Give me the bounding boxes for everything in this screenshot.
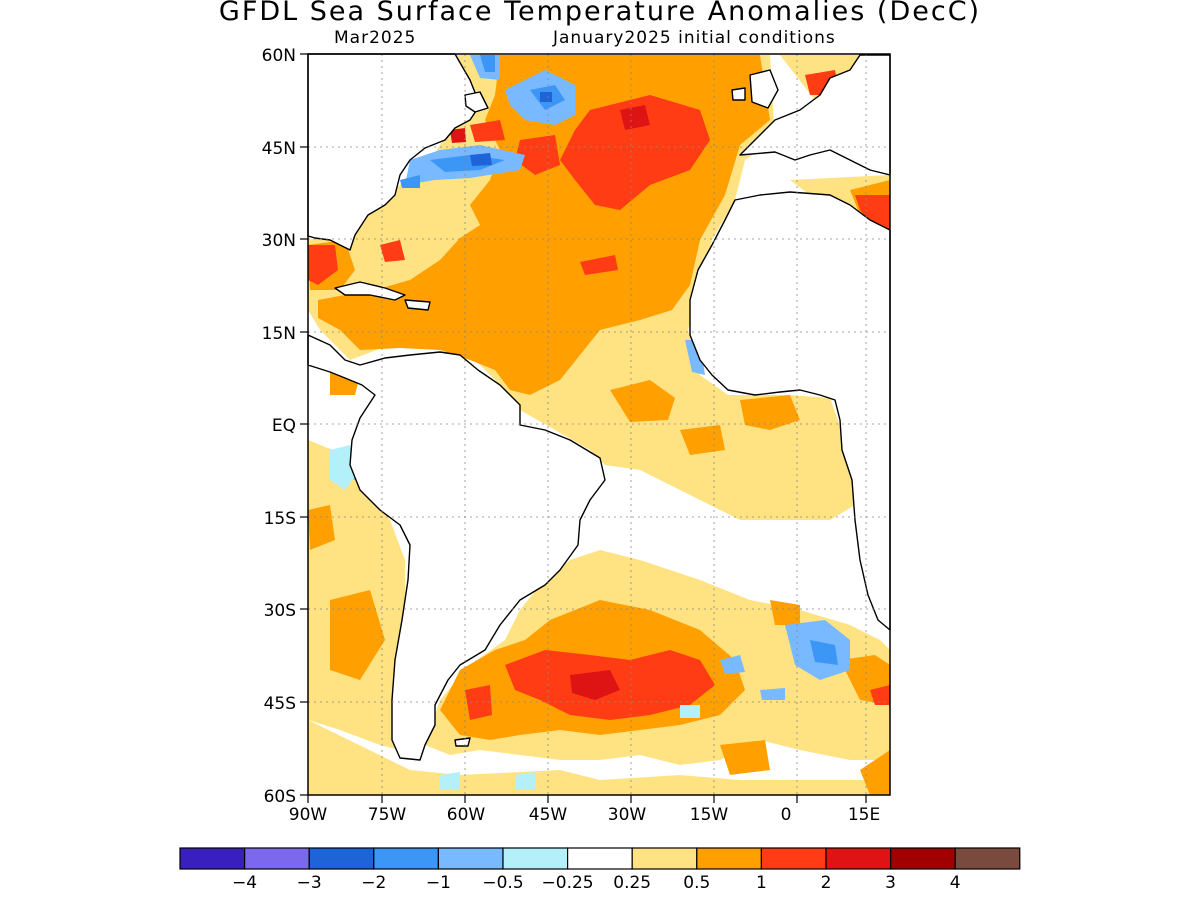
colorbar-tick-label: −0.5 xyxy=(482,873,523,893)
colorbar-swatch-8 xyxy=(696,847,762,870)
lat-label-45s: 45S xyxy=(264,694,296,714)
colorbar-tick-label: 0.25 xyxy=(613,873,651,893)
lat-label-eq: EQ xyxy=(272,416,296,436)
lon-label-15w: 15W xyxy=(690,805,729,825)
axis-ticks xyxy=(300,53,867,803)
lon-label-30w: 30W xyxy=(608,805,647,825)
lat-label-30s: 30S xyxy=(264,601,296,621)
colorbar-tick-label: −1 xyxy=(426,873,451,893)
lat-label-15n: 15N xyxy=(262,324,296,344)
colorbar-tick-label: −2 xyxy=(361,873,386,893)
graticule xyxy=(308,54,890,795)
anomaly-field xyxy=(308,55,890,795)
lon-label-60w: 60W xyxy=(447,805,486,825)
coastlines xyxy=(307,53,891,761)
colorbar-tick-label: −3 xyxy=(297,873,322,893)
colorbar-swatch-6 xyxy=(566,847,633,870)
lat-label-15s: 15S xyxy=(264,509,296,529)
lon-label-45w: 45W xyxy=(529,805,568,825)
colorbar-swatch-10 xyxy=(825,847,892,870)
lat-label-30n: 30N xyxy=(262,231,296,251)
initial-conditions-label: January2025 initial conditions xyxy=(553,28,836,48)
map-title: GFDL Sea Surface Temperature Anomalies (… xyxy=(218,0,982,27)
colorbar-tick-label: 2 xyxy=(821,873,832,893)
colorbar-tick-label: 1 xyxy=(756,873,767,893)
colorbar-tick-label: −4 xyxy=(232,873,257,893)
forecast-month-label: Mar2025 xyxy=(334,28,417,48)
colorbar xyxy=(179,847,1021,870)
colorbar-swatch-1 xyxy=(244,847,310,870)
colorbar-swatch-5 xyxy=(502,847,569,870)
colorbar-swatch-0 xyxy=(179,847,246,870)
colorbar-labels: −4 −3 −2 −1 −0.5 −0.25 0.25 0.5 1 2 3 4 xyxy=(232,873,961,893)
colorbar-swatch-4 xyxy=(437,847,504,870)
colorbar-swatch-7 xyxy=(631,847,698,870)
colorbar-swatch-2 xyxy=(308,847,375,870)
colorbar-tick-label: 3 xyxy=(885,873,896,893)
lon-label-90w: 90W xyxy=(289,805,328,825)
colorbar-swatch-12 xyxy=(954,847,1021,870)
lon-label-0: 0 xyxy=(781,805,792,825)
lat-label-45n: 45N xyxy=(262,139,296,159)
lat-label-60s: 60S xyxy=(264,787,296,807)
colorbar-tick-label: 0.5 xyxy=(683,873,710,893)
colorbar-swatch-3 xyxy=(373,847,439,870)
colorbar-swatch-11 xyxy=(889,847,956,870)
lat-label-60n: 60N xyxy=(262,46,296,66)
colorbar-tick-label: −0.25 xyxy=(542,873,594,893)
colorbar-tick-label: 4 xyxy=(950,873,961,893)
lon-label-75w: 75W xyxy=(368,805,407,825)
colorbar-swatch-9 xyxy=(760,847,827,870)
lon-label-15e: 15E xyxy=(848,805,880,825)
